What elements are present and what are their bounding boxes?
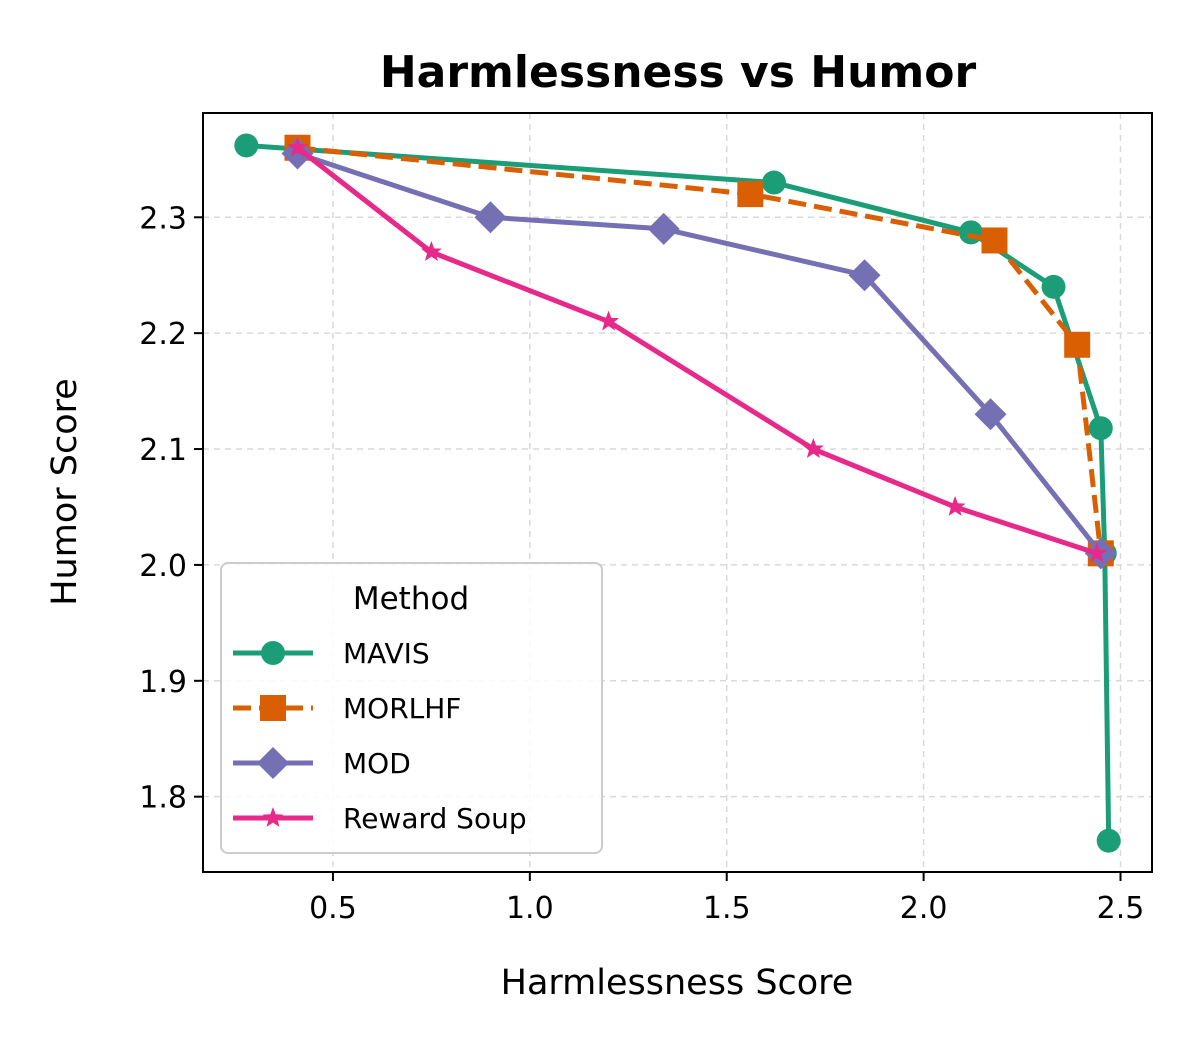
legend-marker xyxy=(262,807,284,827)
data-point xyxy=(1064,331,1091,358)
data-point xyxy=(234,133,259,158)
y-tick-label: 2.3 xyxy=(139,201,187,236)
data-point xyxy=(1088,416,1113,441)
legend-label: MORLHF xyxy=(343,692,461,725)
x-tick-label: 0.5 xyxy=(309,891,357,926)
series-reward-soup xyxy=(287,136,1108,563)
legend-entries: MAVIS MORLHF MOD Reward Soup xyxy=(233,637,527,835)
chart-title: Harmlessness vs Humor xyxy=(380,47,977,98)
data-point xyxy=(598,310,620,331)
y-axis-label: Humor Score xyxy=(45,378,85,606)
data-point xyxy=(1086,542,1108,563)
legend-entry: MAVIS xyxy=(233,637,430,670)
data-point xyxy=(761,170,786,195)
data-point xyxy=(1096,828,1121,853)
legend-box xyxy=(220,562,603,854)
series-mod xyxy=(281,137,1117,570)
data-point xyxy=(802,438,824,458)
data-point xyxy=(287,136,308,157)
data-point xyxy=(958,220,983,245)
y-tick-label: 1.8 xyxy=(139,781,187,816)
legend-title: Method xyxy=(353,581,469,617)
x-tick-label: 2.0 xyxy=(900,891,948,926)
data-point xyxy=(474,201,507,234)
axis-ticks: 0.5 1.0 1.5 2.0 2.5 1.8 1.9 2.0 2.1 2.2 2.3 xyxy=(139,201,1144,926)
series-morlhf xyxy=(284,134,1114,567)
legend-entry: MOD xyxy=(233,747,411,780)
legend-label: Reward Soup xyxy=(343,802,527,835)
data-point xyxy=(1041,274,1066,299)
plot-series xyxy=(234,133,1121,853)
data-point xyxy=(944,495,966,516)
legend-marker xyxy=(260,695,286,721)
plot-frame xyxy=(202,112,1153,873)
x-axis-label: Harmlessness Score xyxy=(501,963,854,1003)
legend-entry: Reward Soup xyxy=(233,802,527,835)
legend-entry: MORLHF xyxy=(233,692,461,725)
legend-marker xyxy=(261,641,285,665)
series-line xyxy=(295,145,1098,556)
data-point xyxy=(848,259,881,292)
y-tick-label: 1.9 xyxy=(139,665,187,700)
y-tick-label: 2.2 xyxy=(139,317,187,352)
legend-label: MAVIS xyxy=(343,637,430,670)
x-tick-label: 1.0 xyxy=(506,891,554,926)
legend: Method MAVIS MORLHF MOD Reward Soup xyxy=(220,562,603,854)
x-tick-label: 1.5 xyxy=(703,891,751,926)
data-point xyxy=(981,227,1008,254)
x-tick-label: 2.5 xyxy=(1097,891,1145,926)
series-line xyxy=(297,145,1104,554)
legend-marker xyxy=(257,747,289,779)
legend-label: MOD xyxy=(343,747,411,780)
data-point xyxy=(647,212,680,245)
y-tick-label: 2.0 xyxy=(139,549,187,584)
series-line xyxy=(296,151,1103,555)
data-point xyxy=(420,241,442,261)
y-tick-label: 2.1 xyxy=(139,433,187,468)
data-point xyxy=(974,398,1007,431)
data-point xyxy=(737,181,764,208)
